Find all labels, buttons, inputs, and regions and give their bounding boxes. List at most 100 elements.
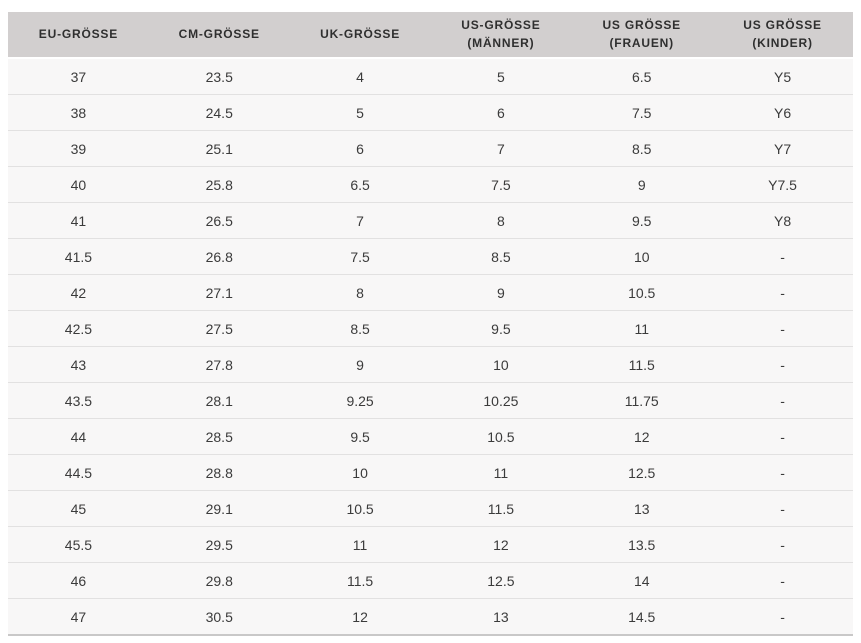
- table-cell: 11.5: [571, 346, 713, 383]
- table-cell: 9: [430, 274, 572, 311]
- table-cell: 39: [8, 130, 149, 167]
- table-cell: 47: [8, 598, 149, 636]
- column-header-uk-groesse: UK-GRÖSSE: [289, 12, 431, 59]
- table-cell: 9.5: [289, 418, 431, 455]
- table-cell: 24.5: [148, 94, 290, 131]
- table-cell: -: [712, 454, 853, 491]
- table-cell: 10.5: [289, 490, 431, 527]
- table-cell: 7: [430, 130, 572, 167]
- table-cell: 25.8: [148, 166, 290, 203]
- table-cell: 6.5: [289, 166, 431, 203]
- table-cell: 14: [571, 562, 713, 599]
- table-cell: 8.5: [571, 130, 713, 167]
- table-cell: 43.5: [8, 382, 149, 419]
- table-cell: 6: [430, 94, 572, 131]
- table-cell: 7.5: [571, 94, 713, 131]
- table-cell: 6.5: [571, 58, 713, 95]
- table-row: 40 25.8 6.5 7.5 9 Y7.5: [8, 166, 853, 203]
- table-cell: 44: [8, 418, 149, 455]
- table-cell: 11.75: [571, 382, 713, 419]
- table-cell: 12.5: [430, 562, 572, 599]
- column-header-us-groesse-frauen: US GRÖSSE (FRAUEN): [571, 12, 713, 59]
- table-row: 44.5 28.8 10 11 12.5-: [8, 454, 853, 491]
- table-cell: 11: [571, 310, 713, 347]
- table-cell: 9.5: [571, 202, 713, 239]
- table-cell: 11: [430, 454, 572, 491]
- column-header-label: CM-GRÖSSE: [178, 26, 260, 41]
- table-cell: 45: [8, 490, 149, 527]
- table-cell: Y6: [712, 94, 853, 131]
- table-cell: 41.5: [8, 238, 149, 275]
- table-cell: 10: [571, 238, 713, 275]
- table-cell: 46: [8, 562, 149, 599]
- column-header-label: EU-GRÖSSE: [38, 26, 119, 41]
- table-cell: 23.5: [148, 58, 290, 95]
- table-cell: 11.5: [430, 490, 572, 527]
- table-cell: -: [712, 490, 853, 527]
- table-cell: Y7.5: [712, 166, 853, 203]
- table-cell: 7: [289, 202, 431, 239]
- table-header: EU-GRÖSSE CM-GRÖSSE UK-GRÖSSE US-GRÖSSE …: [8, 12, 853, 59]
- table-cell: 12: [430, 526, 572, 563]
- table-cell: 45.5: [8, 526, 149, 563]
- table-cell: Y8: [712, 202, 853, 239]
- table-cell: 44.5: [8, 454, 149, 491]
- table-cell: 27.1: [148, 274, 290, 311]
- table-body: 37 23.5 4 5 6.5 Y5 38 24.5 5 6 7.5 Y6 39 25.1 6 7 8.5 Y7 4…: [8, 58, 853, 636]
- table-row: 41 26.5 7 8 9.5 Y8: [8, 202, 853, 239]
- table-cell: 8: [430, 202, 572, 239]
- table-cell: -: [712, 526, 853, 563]
- table-cell: -: [712, 598, 853, 636]
- table-cell: 30.5: [148, 598, 290, 636]
- table-cell: 29.8: [148, 562, 290, 599]
- table-cell: 14.5: [571, 598, 713, 636]
- table-cell: Y5: [712, 58, 853, 95]
- table-cell: 6: [289, 130, 431, 167]
- table-cell: 8.5: [430, 238, 572, 275]
- table-cell: -: [712, 238, 853, 275]
- column-header-label: US GRÖSSE (FRAUEN): [602, 18, 681, 50]
- table-cell: 12: [571, 418, 713, 455]
- table-cell: -: [712, 310, 853, 347]
- table-cell: 28.8: [148, 454, 290, 491]
- table-cell: 29.5: [148, 526, 290, 563]
- table-cell: 28.5: [148, 418, 290, 455]
- table-row: 38 24.5 5 6 7.5 Y6: [8, 94, 853, 131]
- table-row: 42 27.1 8 9 10.5-: [8, 274, 853, 311]
- table-cell: 25.1: [148, 130, 290, 167]
- table-cell: 8.5: [289, 310, 431, 347]
- table-cell: 10: [289, 454, 431, 491]
- table-row: 43 27.8 9 10 11.5-: [8, 346, 853, 383]
- table-cell: 28.1: [148, 382, 290, 419]
- table-cell: 9: [289, 346, 431, 383]
- column-header-label: UK-GRÖSSE: [320, 26, 400, 41]
- table-row: 43.5 28.1 9.25 10.25 11.75-: [8, 382, 853, 419]
- column-header-label: US-GRÖSSE (MÄNNER): [461, 18, 541, 50]
- table-cell: 43: [8, 346, 149, 383]
- table-row: 41.5 26.8 7.5 8.5 10-: [8, 238, 853, 275]
- table-cell: 7.5: [289, 238, 431, 275]
- table-cell: 27.5: [148, 310, 290, 347]
- table-cell: 11.5: [289, 562, 431, 599]
- table-cell: 13: [430, 598, 572, 636]
- table-cell: Y7: [712, 130, 853, 167]
- header-row: EU-GRÖSSE CM-GRÖSSE UK-GRÖSSE US-GRÖSSE …: [8, 12, 853, 59]
- table-cell: -: [712, 382, 853, 419]
- table-cell: 13.5: [571, 526, 713, 563]
- column-header-us-groesse-maenner: US-GRÖSSE (MÄNNER): [430, 12, 572, 59]
- column-header-eu-groesse: EU-GRÖSSE: [8, 12, 149, 59]
- table-row: 37 23.5 4 5 6.5 Y5: [8, 58, 853, 95]
- table-cell: 12: [289, 598, 431, 636]
- table-row: 45.5 29.5 11 12 13.5-: [8, 526, 853, 563]
- table-cell: 8: [289, 274, 431, 311]
- table-row: 45 29.1 10.5 11.5 13-: [8, 490, 853, 527]
- table-cell: -: [712, 418, 853, 455]
- table-cell: 10.5: [571, 274, 713, 311]
- table-cell: 9.25: [289, 382, 431, 419]
- table-row: 39 25.1 6 7 8.5 Y7: [8, 130, 853, 167]
- column-header-label: US GRÖSSE (KINDER): [743, 18, 822, 50]
- table-cell: 10.5: [430, 418, 572, 455]
- table-cell: 4: [289, 58, 431, 95]
- table-cell: 11: [289, 526, 431, 563]
